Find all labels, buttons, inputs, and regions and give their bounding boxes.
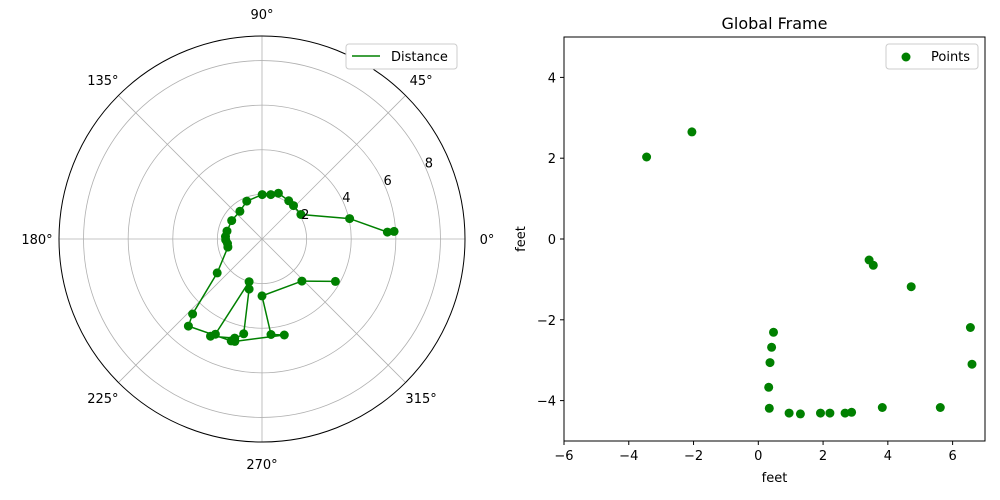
polar-point-0 [389, 226, 399, 236]
polar-ring-6 [127, 104, 397, 374]
scatter-ytick-label--2: −2 [537, 314, 556, 329]
radial-tick-labels: 2 4 6 8 [301, 157, 433, 223]
scatter-legend-label: Points [931, 50, 970, 65]
scatter-point-14 [816, 408, 825, 418]
scatter-point-6 [967, 359, 977, 369]
polar-point-17 [212, 268, 222, 278]
scatter-point-5 [965, 323, 975, 332]
scatter-point-7 [769, 327, 778, 337]
polar-point-29 [266, 330, 276, 339]
polar-point-23 [244, 277, 254, 287]
scatter-title: Global Frame [722, 14, 828, 33]
scatter-ytick-label-4: 4 [548, 71, 556, 86]
scatter-points [642, 127, 977, 419]
scatter-legend-box [885, 43, 979, 70]
radial-tick-label-2: 2 [301, 208, 309, 223]
polar-spoke-315 [261, 238, 406, 383]
polar-legend-label: Distance [391, 50, 448, 65]
angle-tick-label-0: 0° [480, 233, 495, 248]
scatter-xtick-label-6: 6 [948, 449, 956, 464]
polar-point-11 [227, 216, 237, 226]
radial-tick-label-6: 6 [384, 174, 392, 189]
scatter-point-8 [767, 342, 777, 352]
scatter-ytick-label-2: 2 [548, 152, 556, 167]
scatter-ticks: −6 −4 −2 0 2 4 6 −4 −2 0 2 4 [537, 71, 957, 464]
angle-tick-label-270: 270° [246, 458, 277, 473]
polar-point-2 [345, 214, 355, 224]
polar-series-distance [183, 188, 399, 346]
scatter-point-11 [764, 403, 774, 413]
angle-tick-label-225: 225° [87, 392, 118, 407]
polar-grid [59, 36, 465, 442]
scatter-xtick-label--2: −2 [684, 449, 703, 464]
polar-point-30 [257, 291, 267, 301]
polar-point-19 [183, 321, 193, 331]
angle-tick-label-135: 135° [87, 74, 118, 89]
scatter-point-17 [847, 407, 857, 417]
scatter-point-4 [906, 282, 916, 292]
scatter-point-10 [764, 382, 774, 392]
polar-point-6 [273, 188, 283, 198]
scatter-legend: Points [885, 43, 979, 70]
scatter-point-1 [687, 127, 697, 137]
polar-point-7 [266, 190, 276, 200]
scatter-xlabel: feet [762, 471, 788, 486]
polar-legend-box [345, 43, 458, 70]
polar-point-16 [223, 242, 233, 252]
polar-point-28 [279, 330, 289, 340]
polar-frame [58, 35, 466, 443]
scatter-xtick-label-2: 2 [819, 449, 827, 464]
scatter-ytick-label-0: 0 [548, 233, 556, 248]
polar-point-5 [284, 196, 294, 206]
polar-chart: 2 4 6 8 0° 45° 90° 135° 180° 225° 270° 315° Distan… [21, 8, 494, 473]
scatter-xtick-label--6: −6 [554, 449, 573, 464]
polar-point-9 [242, 196, 252, 206]
scatter-point-3 [868, 260, 878, 270]
polar-point-1 [382, 227, 392, 237]
polar-point-8 [257, 190, 267, 200]
scatter-point-12 [784, 408, 794, 418]
polar-point-31 [297, 276, 307, 286]
angle-tick-label-90: 90° [250, 8, 273, 23]
polar-point-10 [235, 206, 245, 216]
scatter-point-9 [765, 358, 775, 368]
scatter-xtick-label--4: −4 [619, 449, 638, 464]
scatter-point-15 [825, 408, 835, 418]
polar-point-21 [239, 329, 249, 339]
angle-tick-labels: 0° 45° 90° 135° 180° 225° 270° 315° [21, 8, 494, 473]
scatter-xtick-label-0: 0 [754, 449, 762, 464]
radial-tick-label-8: 8 [425, 157, 433, 172]
scatter-chart: Global Frame −6 −4 −2 0 2 4 6 −4 −2 0 2 4 feet feet… [514, 14, 986, 486]
polar-spoke-45 [261, 95, 406, 240]
scatter-legend-marker [901, 52, 911, 62]
scatter-point-19 [935, 403, 945, 412]
angle-tick-label-45: 45° [410, 74, 433, 89]
polar-point-25 [206, 331, 215, 341]
polar-point-18 [188, 309, 198, 319]
radial-tick-label-4: 4 [342, 191, 350, 206]
scatter-ytick-label--4: −4 [537, 395, 556, 410]
scatter-xtick-label-4: 4 [884, 449, 892, 464]
polar-point-32 [330, 276, 340, 286]
polar-ring-8 [83, 60, 441, 418]
polar-legend: Distance [345, 43, 458, 70]
scatter-plot-frame [563, 36, 986, 442]
polar-point-3 [296, 210, 306, 219]
angle-tick-label-315: 315° [405, 392, 436, 407]
scatter-point-13 [795, 409, 805, 419]
scatter-ylabel: feet [514, 226, 529, 252]
polar-point-27 [230, 336, 240, 346]
angle-tick-label-180: 180° [21, 233, 52, 248]
polar-ring-4 [172, 149, 352, 329]
scatter-point-0 [642, 152, 652, 162]
polar-point-22 [244, 284, 254, 294]
scatter-point-18 [877, 403, 887, 412]
